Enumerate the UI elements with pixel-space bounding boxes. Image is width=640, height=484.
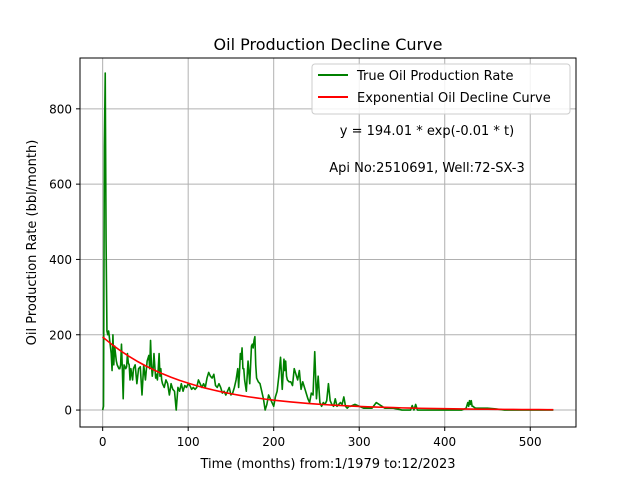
y-axis-label: Oil Production Rate (bbl/month) — [25, 140, 40, 346]
x-tick-label: 500 — [519, 435, 542, 449]
x-tick-label: 0 — [99, 435, 107, 449]
x-tick-label: 100 — [177, 435, 200, 449]
legend: True Oil Production Rate Exponential Oil… — [311, 63, 571, 115]
axes-frame — [79, 57, 577, 428]
y-tick-label: 600 — [49, 178, 72, 192]
legend-label-true-rate: True Oil Production Rate — [356, 69, 513, 84]
chart-title: Oil Production Decline Curve — [214, 35, 443, 54]
x-tick-label: 300 — [348, 435, 371, 449]
legend-label-fit: Exponential Oil Decline Curve — [357, 91, 551, 106]
y-tick-label: 200 — [49, 328, 72, 342]
series-line-fit — [102, 336, 554, 411]
series-line-true-rate — [101, 72, 554, 411]
x-axis-label: Time (months) from:1/1979 to:12/2023 — [199, 457, 455, 472]
x-tick-label: 400 — [433, 435, 456, 449]
fit-equation-annotation: y = 194.01 * exp(-0.01 * t) — [340, 124, 514, 139]
y-tick-label: 0 — [64, 404, 72, 418]
y-tick-label: 800 — [49, 102, 72, 116]
axis-ticks: 0 100 200 300 400 500 0 200 400 600 800 — [49, 102, 542, 449]
plot-area — [101, 72, 554, 411]
legend-box — [311, 63, 571, 115]
y-tick-label: 400 — [49, 253, 72, 267]
well-info-annotation: Api No:2510691, Well:72-SX-3 — [329, 161, 525, 176]
x-tick-label: 200 — [262, 435, 285, 449]
